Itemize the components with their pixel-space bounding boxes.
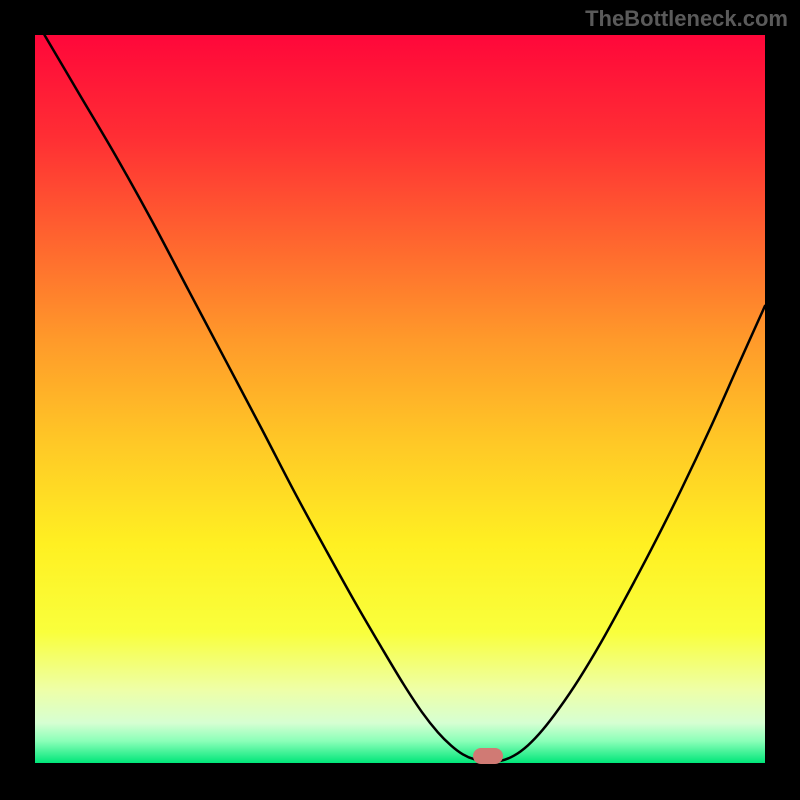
bottleneck-curve [35,35,765,763]
watermark-text: TheBottleneck.com [585,6,788,32]
chart-container: TheBottleneck.com [0,0,800,800]
optimal-point-marker [473,748,503,764]
plot-area [35,35,765,763]
